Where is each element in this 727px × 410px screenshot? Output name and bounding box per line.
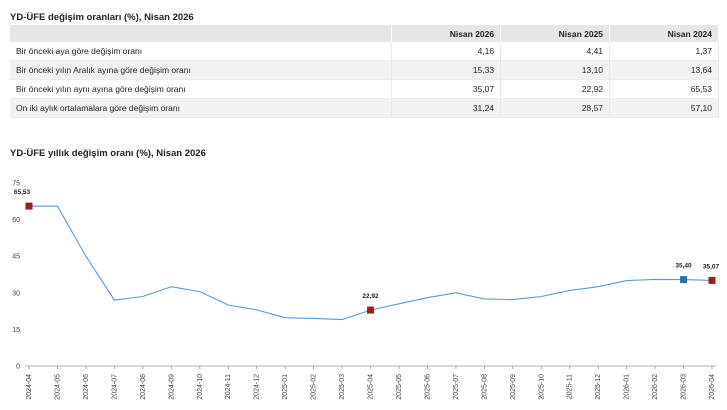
table-row: Bir önceki aya göre değişim oranı 4,16 4… (10, 42, 719, 61)
table-row: On iki aylık ortalamalara göre değişim o… (10, 98, 719, 118)
table-cell: 15,33 (391, 60, 502, 80)
x-tick-label: 2026-02 (652, 374, 659, 400)
series-line (28, 205, 713, 321)
table-cell: 57,10 (609, 98, 719, 118)
table-title: YD-ÜFE değişim oranları (%), Nisan 2026 (10, 12, 194, 23)
x-tick-label: 2024-08 (140, 374, 147, 400)
x-tick-label: 2025-07 (453, 374, 460, 400)
table-cell: 4,16 (391, 42, 502, 61)
x-tick-label: 2025-02 (311, 374, 318, 400)
table-cell: 13,64 (609, 60, 719, 80)
row-label: Bir önceki yılın aynı ayına göre değişim… (10, 79, 393, 99)
table-cell: 35,07 (391, 79, 502, 99)
x-tick-label: 2025-11 (567, 374, 574, 399)
x-tick-label: 2025-03 (339, 374, 346, 400)
header-cell: Nisan 2025 (500, 25, 611, 42)
table-cell: 13,10 (500, 60, 611, 80)
data-label: 65,53 (14, 189, 31, 196)
x-tick-label: 2024-07 (111, 374, 118, 400)
x-tick-label: 2024-04 (26, 374, 33, 400)
x-tick-label: 2025-06 (424, 374, 431, 400)
table-cell: 1,37 (609, 42, 719, 61)
y-tick-label: 15 (12, 327, 20, 334)
table-row: Bir önceki yılın Aralık ayına göre değiş… (10, 60, 719, 80)
header-cell (10, 25, 393, 42)
y-tick-label: 75 (12, 181, 20, 188)
x-tick-label: 2026-04 (709, 374, 716, 400)
data-point-marker (680, 276, 688, 284)
x-tick-label: 2025-01 (282, 374, 289, 400)
y-tick-label: 60 (12, 217, 20, 224)
table-cell: 28,57 (500, 98, 611, 118)
table-header-row: Nisan 2026 Nisan 2025 Nisan 2024 (10, 25, 719, 42)
x-tick-label: 2025-10 (538, 374, 545, 400)
header-cell: Nisan 2024 (609, 25, 719, 42)
data-point-marker (367, 306, 374, 314)
table-cell: 4,41 (500, 42, 611, 61)
chart-title: YD-ÜFE yıllık değişim oranı (%), Nisan 2… (10, 148, 206, 159)
x-tick-label: 2024-06 (83, 374, 90, 400)
data-label: 35,40 (675, 263, 692, 270)
x-tick-label: 2026-01 (624, 374, 631, 400)
x-tick-label: 2025-04 (368, 374, 375, 400)
table-row: Bir önceki yılın aynı ayına göre değişim… (10, 79, 719, 99)
change-rates-table: Nisan 2026 Nisan 2025 Nisan 2024 Bir önc… (10, 25, 719, 118)
x-tick-label: 2025-08 (481, 374, 488, 400)
x-tick-label: 2025-09 (510, 374, 517, 400)
x-tick-label: 2024-10 (197, 374, 204, 400)
x-tick-label: 2026-03 (681, 374, 688, 400)
y-tick-label: 30 (12, 290, 20, 297)
row-label: On iki aylık ortalamalara göre değişim o… (10, 98, 393, 118)
data-point-marker (708, 276, 716, 284)
x-tick-label: 2024-12 (254, 374, 261, 400)
x-tick-label: 2025-12 (595, 374, 602, 400)
table-cell: 31,24 (391, 98, 502, 118)
x-tick-label: 2025-05 (396, 374, 403, 400)
y-tick-label: 45 (12, 254, 20, 261)
row-label: Bir önceki yılın Aralık ayına göre değiş… (10, 60, 393, 80)
x-tick-label: 2024-11 (225, 374, 232, 399)
x-tick-label: 2024-05 (54, 374, 61, 400)
data-point-marker (25, 202, 33, 210)
table-cell: 22,92 (500, 79, 611, 99)
row-label: Bir önceki aya göre değişim oranı (10, 42, 393, 61)
y-tick-label: 0 (16, 364, 20, 371)
x-tick-label: 2024-09 (168, 374, 175, 400)
table-cell: 65,53 (609, 79, 719, 99)
data-label: 35,07 (703, 263, 720, 270)
header-cell: Nisan 2026 (391, 25, 502, 42)
data-label: 22,92 (362, 293, 379, 300)
